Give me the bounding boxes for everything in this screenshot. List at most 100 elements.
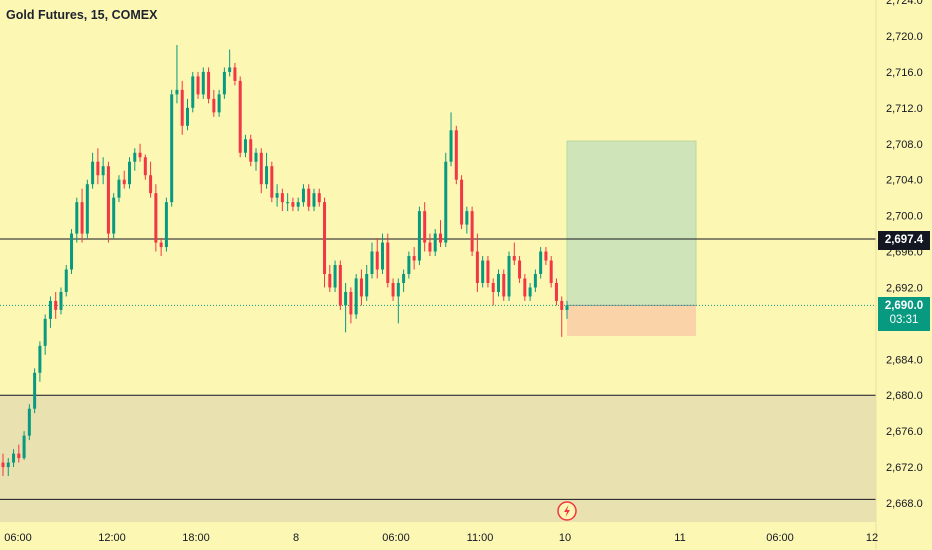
candle-body xyxy=(338,265,342,306)
candle-body xyxy=(170,94,174,203)
candle-body xyxy=(560,300,564,310)
last-price-label: 2,690.0 03:31 xyxy=(878,297,930,331)
candle-body xyxy=(359,278,363,297)
price-tick-label: 2,692.0 xyxy=(886,282,923,294)
candle-body xyxy=(423,211,427,243)
candle-body xyxy=(280,193,284,203)
candle-body xyxy=(565,305,569,310)
position-loss-zone xyxy=(567,305,696,336)
candle-body xyxy=(180,89,184,126)
candle-body xyxy=(191,76,195,108)
candle-body xyxy=(444,161,448,243)
candle-body xyxy=(159,242,163,248)
time-tick-label: 8 xyxy=(293,532,299,544)
candle-body xyxy=(185,107,189,126)
candle-body xyxy=(507,256,511,297)
candle-body xyxy=(412,256,416,261)
candle-body xyxy=(344,291,348,306)
candle-body xyxy=(354,278,358,315)
candle-body xyxy=(328,273,332,288)
candle-body xyxy=(33,372,37,409)
candle-body xyxy=(512,256,516,261)
lightning-bolt-icon[interactable] xyxy=(557,501,577,521)
candle-body xyxy=(386,242,390,283)
support-zone xyxy=(0,395,876,522)
time-tick-label: 11:00 xyxy=(467,532,494,544)
price-tick-label: 2,708.0 xyxy=(886,139,923,151)
candle-body xyxy=(6,462,10,468)
candle-body xyxy=(365,273,369,297)
candle-body xyxy=(428,242,432,252)
candle-body xyxy=(301,188,305,203)
price-tick-label: 2,668.0 xyxy=(886,498,923,510)
candle-body xyxy=(523,278,527,297)
candle-body xyxy=(70,233,74,270)
candle-body xyxy=(38,345,42,373)
candle-body xyxy=(381,242,385,270)
candle-body xyxy=(349,291,353,315)
candle-body xyxy=(370,251,374,274)
price-tick-label: 2,696.0 xyxy=(886,247,923,259)
candle-body xyxy=(433,233,437,252)
candle-body xyxy=(117,179,121,198)
candle-body xyxy=(549,260,553,283)
candle-body xyxy=(265,166,269,185)
candle-body xyxy=(402,273,406,283)
candle-body xyxy=(333,265,337,288)
candle-body xyxy=(275,193,279,198)
candle-body xyxy=(106,166,110,234)
candle-body xyxy=(222,71,226,95)
time-tick-label: 18:00 xyxy=(182,532,210,544)
price-tick-label: 2,720.0 xyxy=(886,31,923,43)
candle-body xyxy=(91,161,95,185)
candle-body xyxy=(528,287,532,297)
candle-body xyxy=(307,188,311,207)
candle-body xyxy=(554,282,558,301)
candle-body xyxy=(207,71,211,99)
candle-body xyxy=(85,184,89,234)
candle-body xyxy=(48,300,52,319)
candle-body xyxy=(27,408,31,436)
price-tick-label: 2,724.0 xyxy=(886,0,923,7)
last-price-value: 2,690.0 xyxy=(884,300,924,312)
time-tick-label: 06:00 xyxy=(4,532,32,544)
candle-body xyxy=(396,282,400,297)
candle-body xyxy=(465,211,469,225)
position-profit-zone xyxy=(566,140,697,306)
candle-body xyxy=(454,130,458,180)
candle-body xyxy=(43,318,47,346)
candle-body xyxy=(133,152,137,162)
candle-body xyxy=(1,462,5,468)
candle-body xyxy=(317,193,321,203)
time-tick-label: 12:00 xyxy=(98,532,126,544)
time-tick-label: 12 xyxy=(866,532,878,544)
price-tick-label: 2,704.0 xyxy=(886,175,923,187)
candle-body xyxy=(22,435,26,459)
bar-countdown: 03:31 xyxy=(889,314,919,326)
time-tick-label: 11 xyxy=(674,532,685,544)
candle-body xyxy=(122,179,126,185)
candle-body xyxy=(243,139,247,153)
candle-body xyxy=(164,202,168,248)
candle-body xyxy=(491,282,495,292)
candle-body xyxy=(96,161,100,176)
event-marker-bolt xyxy=(564,505,570,517)
candle-body xyxy=(539,251,543,274)
candle-body xyxy=(518,260,522,279)
candle-body xyxy=(238,80,242,153)
candle-body xyxy=(486,260,490,283)
candle-body xyxy=(496,273,500,292)
candle-body xyxy=(296,202,300,207)
candle-body xyxy=(75,202,79,234)
candle-body xyxy=(112,197,116,234)
candle-body xyxy=(54,300,58,310)
candle-body xyxy=(217,94,221,113)
time-tick-label: 06:00 xyxy=(766,532,794,544)
candle-body xyxy=(449,130,453,162)
candle-body xyxy=(475,251,479,283)
candle-body xyxy=(154,193,158,243)
candle-body xyxy=(59,291,63,310)
candle-body xyxy=(196,76,200,95)
